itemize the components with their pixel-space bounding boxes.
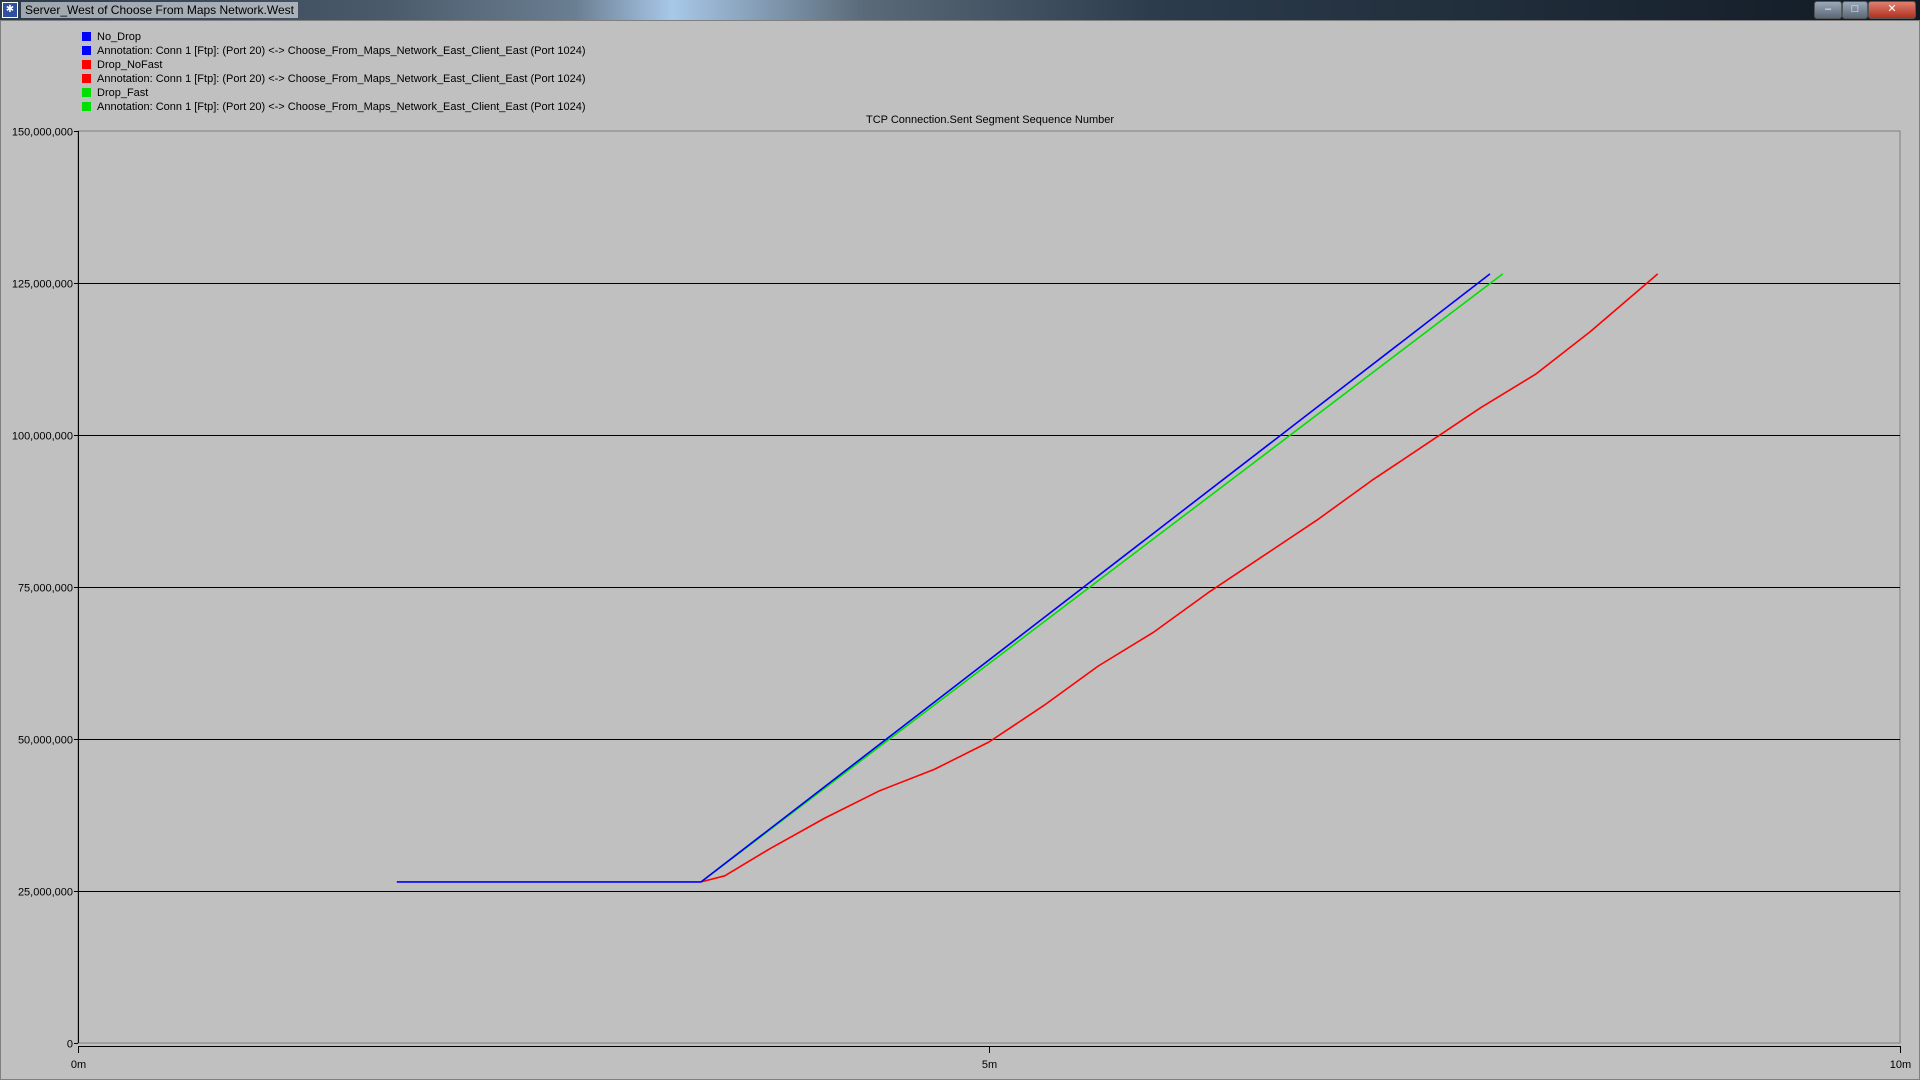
window-title: Server_West of Choose From Maps Network.… <box>21 2 298 18</box>
close-button[interactable]: ✕ <box>1868 1 1916 19</box>
legend-swatch <box>82 46 91 55</box>
legend-item: No_Drop <box>82 30 586 44</box>
y-tick-label: 125,000,000 <box>12 279 73 291</box>
y-tick-label: 150,000,000 <box>12 127 73 139</box>
legend-label: Drop_Fast <box>97 87 149 99</box>
legend-label: No_Drop <box>97 31 142 43</box>
legend-swatch <box>82 32 91 41</box>
legend-label: Drop_NoFast <box>97 59 163 71</box>
legend-swatch <box>82 60 91 69</box>
x-tick-label: 0m <box>71 1059 86 1071</box>
window-titlebar[interactable]: ✱ Server_West of Choose From Maps Networ… <box>0 0 1920 20</box>
legend-item: Annotation: Conn 1 [Ftp]: (Port 20) <-> … <box>82 44 586 58</box>
y-tick-label: 0 <box>67 1039 73 1051</box>
legend-swatch <box>82 102 91 111</box>
legend-item: Annotation: Conn 1 [Ftp]: (Port 20) <-> … <box>82 72 586 86</box>
y-tick-label: 25,000,000 <box>18 887 73 899</box>
y-tick-label: 75,000,000 <box>18 583 73 595</box>
y-tick-label: 50,000,000 <box>18 735 73 747</box>
chart-title: TCP Connection.Sent Segment Sequence Num… <box>865 114 1115 126</box>
maximize-button[interactable]: □ <box>1842 1 1868 19</box>
legend-item: Drop_Fast <box>82 86 586 100</box>
legend-label: Annotation: Conn 1 [Ftp]: (Port 20) <-> … <box>97 73 586 85</box>
chart-legend: No_Drop Annotation: Conn 1 [Ftp]: (Port … <box>82 30 586 114</box>
legend-swatch <box>82 74 91 83</box>
series-line-drop-nofast <box>700 273 1659 883</box>
legend-item: Annotation: Conn 1 [Ftp]: (Port 20) <-> … <box>82 100 586 114</box>
x-tick-label: 10m <box>1890 1059 1911 1071</box>
series-line-drop-fast <box>700 273 1504 883</box>
y-tick-label: 100,000,000 <box>12 431 73 443</box>
legend-item: Drop_NoFast <box>82 58 586 72</box>
x-tick-label: 5m <box>982 1059 997 1071</box>
app-icon[interactable]: ✱ <box>2 2 18 18</box>
legend-label: Annotation: Conn 1 [Ftp]: (Port 20) <-> … <box>97 101 586 113</box>
legend-swatch <box>82 88 91 97</box>
series-line-no-drop <box>396 273 1491 883</box>
legend-label: Annotation: Conn 1 [Ftp]: (Port 20) <-> … <box>97 45 586 57</box>
minimize-button[interactable]: – <box>1814 1 1842 19</box>
